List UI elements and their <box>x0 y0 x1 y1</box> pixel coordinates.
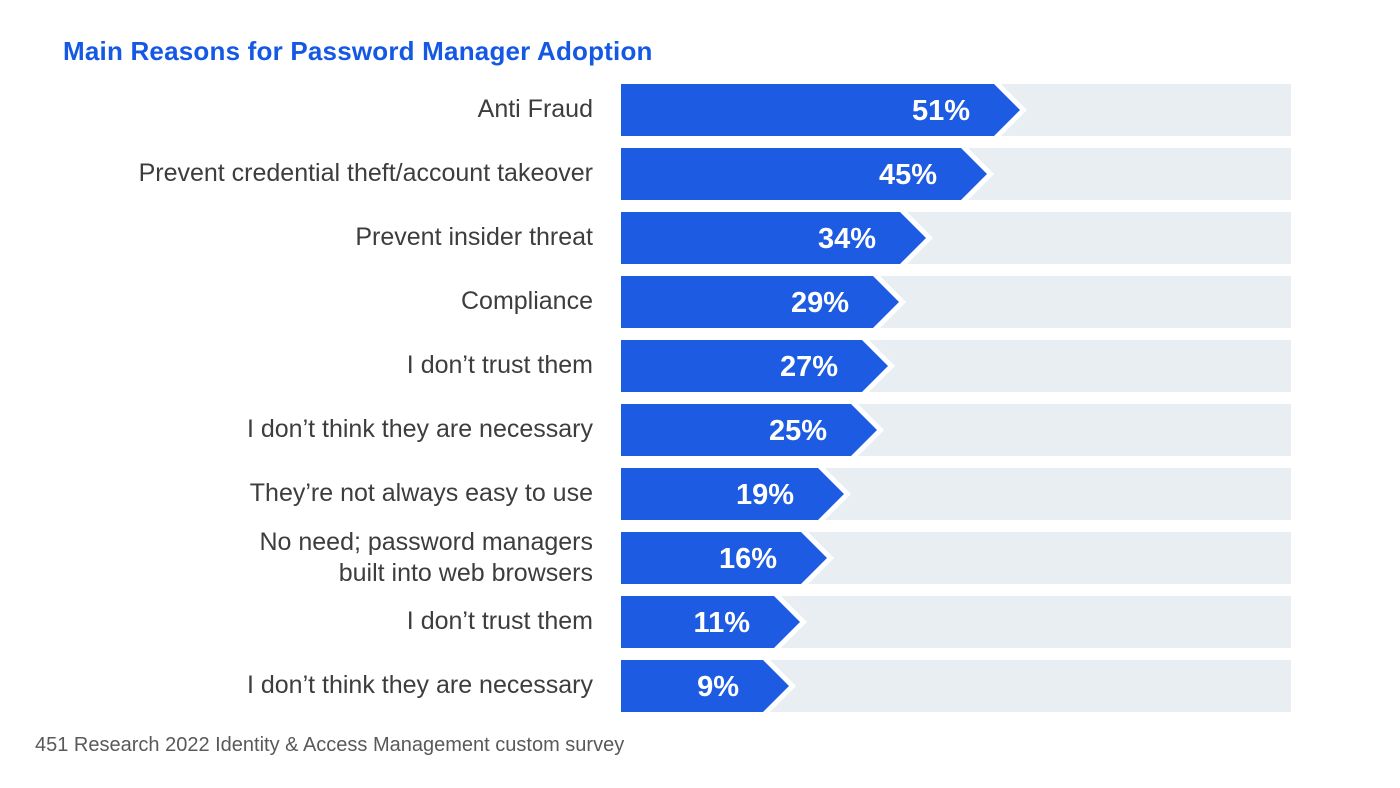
bar-track: 29% <box>621 276 1291 328</box>
bar-value-label: 29% <box>791 287 849 319</box>
bar-track: 45% <box>621 148 1291 200</box>
category-label: Compliance <box>460 287 593 316</box>
bar-shape <box>621 660 789 712</box>
category-label: I don’t think they are necessary <box>246 415 593 444</box>
bar-track: 27% <box>621 340 1291 392</box>
bar-row: They’re not always easy to use 19% <box>0 468 1291 520</box>
bar-graphic: 11% <box>621 596 1291 648</box>
category-label: Prevent insider threat <box>355 223 593 252</box>
bar-value-label: 25% <box>769 415 827 447</box>
bar-row: I don’t think they are necessary 25% <box>0 404 1291 456</box>
bar-value-label: 16% <box>719 543 777 575</box>
bar-row: Prevent insider threat 34% <box>0 212 1291 264</box>
bar-track: 51% <box>621 84 1291 136</box>
category-label: I don’t think they are necessary <box>246 671 593 700</box>
bar-value-label: 45% <box>879 159 937 191</box>
bar-graphic: 19% <box>621 468 1291 520</box>
bar-shape <box>621 340 888 392</box>
bar-value-label: 27% <box>780 351 838 383</box>
bar-shape <box>621 596 800 648</box>
category-label: They’re not always easy to use <box>249 479 593 508</box>
bar-graphic: 51% <box>621 84 1291 136</box>
bar-value-label: 34% <box>818 223 876 255</box>
category-label: No need; password managers built into we… <box>259 527 593 588</box>
bar-graphic: 34% <box>621 212 1291 264</box>
bar-value-label: 19% <box>736 479 794 511</box>
category-label: I don’t trust them <box>406 351 593 380</box>
source-note: 451 Research 2022 Identity & Access Mana… <box>35 734 625 756</box>
bar-row: Prevent credential theft/account takeove… <box>0 148 1291 200</box>
bar-row: I don’t trust them 11% <box>0 596 1291 648</box>
bar-value-label: 9% <box>697 671 739 703</box>
bar-graphic: 25% <box>621 404 1291 456</box>
bar-shape <box>621 84 1020 136</box>
bar-track: 9% <box>621 660 1291 712</box>
bar-track: 11% <box>621 596 1291 648</box>
bar-shape <box>621 532 827 584</box>
bar-row: Compliance 29% <box>0 276 1291 328</box>
category-label: Prevent credential theft/account takeove… <box>138 159 593 188</box>
category-label: I don’t trust them <box>406 607 593 636</box>
bar-row: No need; password managers built into we… <box>0 528 1291 587</box>
category-label: Anti Fraud <box>477 95 593 124</box>
bar-track: 19% <box>621 468 1291 520</box>
bar-shape <box>621 212 926 264</box>
bar-graphic: 45% <box>621 148 1291 200</box>
bar-row: I don’t trust them 27% <box>0 340 1291 392</box>
bar-chart: Anti Fraud 51% Prevent credential theft/ac… <box>0 84 1291 724</box>
bar-graphic: 27% <box>621 340 1291 392</box>
bar-shape <box>621 148 987 200</box>
bar-track: 16% <box>621 532 1291 584</box>
bar-track: 25% <box>621 404 1291 456</box>
bar-row: I don’t think they are necessary 9% <box>0 660 1291 712</box>
bar-shape <box>621 404 877 456</box>
bar-shape <box>621 468 844 520</box>
bar-value-label: 51% <box>912 95 970 127</box>
bar-graphic: 16% <box>621 532 1291 584</box>
chart-title: Main Reasons for Password Manager Adopti… <box>63 36 653 66</box>
bar-graphic: 29% <box>621 276 1291 328</box>
bar-track: 34% <box>621 212 1291 264</box>
bar-value-label: 11% <box>694 607 751 639</box>
bar-graphic: 9% <box>621 660 1291 712</box>
bar-row: Anti Fraud 51% <box>0 84 1291 136</box>
bar-shape <box>621 276 899 328</box>
